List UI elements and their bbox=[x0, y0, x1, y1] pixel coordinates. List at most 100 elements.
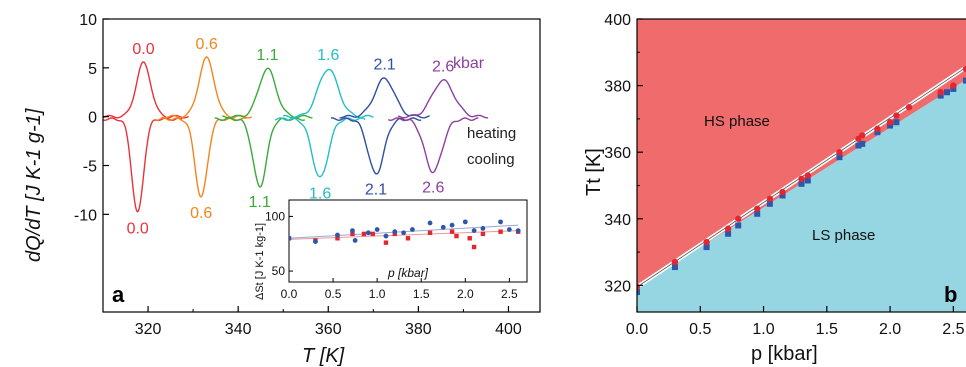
x-tick-label: 0.5 bbox=[689, 321, 711, 338]
inset-red-point bbox=[467, 236, 472, 241]
panel-b-label: b bbox=[944, 282, 957, 307]
unit-label-heating: kbar bbox=[453, 55, 485, 72]
heating-curve-1.1 bbox=[222, 67, 313, 119]
heating-curve-1.6 bbox=[283, 68, 374, 119]
x-tick-label: 1.5 bbox=[816, 321, 838, 338]
heating-curve-2.6 bbox=[397, 78, 489, 119]
phase-regions bbox=[637, 19, 966, 312]
inset-blue-point bbox=[440, 224, 446, 230]
heating-curve-0.0 bbox=[103, 61, 189, 119]
blue-point bbox=[779, 192, 786, 199]
panel-a-xlabel: T [K] bbox=[302, 345, 345, 367]
red-point bbox=[671, 258, 679, 266]
x-tick-label: 2.0 bbox=[879, 321, 901, 338]
inset-red-point bbox=[361, 231, 367, 237]
cooling-curve-2.6 bbox=[387, 117, 479, 174]
inset-marks bbox=[289, 219, 521, 250]
inset-blue-point bbox=[506, 227, 512, 232]
y-tick-label: 360 bbox=[604, 145, 631, 162]
inset-y-tick-label: 50 bbox=[272, 264, 286, 278]
red-point bbox=[962, 65, 966, 73]
blue-point bbox=[944, 89, 951, 96]
red-point bbox=[937, 89, 944, 96]
inset-red-point bbox=[454, 233, 459, 239]
cooling-pressure-label: 2.1 bbox=[365, 181, 387, 198]
blue-point bbox=[725, 230, 732, 237]
x-tick-label: 380 bbox=[405, 321, 432, 338]
heating-pressure-label: 0.6 bbox=[195, 36, 217, 53]
y-tick-label: -5 bbox=[83, 159, 97, 176]
y-tick-label: 340 bbox=[604, 212, 631, 229]
blue-point bbox=[703, 244, 710, 251]
red-point bbox=[724, 225, 732, 232]
x-tick-label: 340 bbox=[225, 321, 252, 338]
red-point bbox=[804, 172, 812, 179]
inset-blue-point bbox=[350, 228, 355, 234]
blue-point bbox=[766, 200, 773, 207]
cooling-curve-2.1 bbox=[330, 117, 422, 175]
inset-blue-point bbox=[374, 227, 380, 232]
inset-red-point bbox=[449, 229, 455, 234]
cooling-pressure-label: 1.1 bbox=[249, 194, 271, 211]
ls-phase-region bbox=[637, 79, 966, 312]
red-point bbox=[798, 175, 805, 183]
panel-a-ylabel: dQ/dT [J K-1 g-1] bbox=[23, 108, 45, 262]
cooling-label: cooling bbox=[467, 151, 515, 168]
blue-point bbox=[937, 92, 944, 99]
blue-point bbox=[836, 154, 843, 161]
inset-red-point bbox=[370, 231, 375, 237]
ls-phase-label: LS phase bbox=[812, 227, 875, 244]
red-point bbox=[950, 82, 957, 89]
inset-y-tick-label: 100 bbox=[265, 209, 285, 223]
inset-red-point bbox=[480, 231, 486, 237]
panel-b-ylabel: Tt [K] bbox=[583, 148, 605, 196]
x-tick-label: 360 bbox=[315, 321, 342, 338]
heating-pressure-label: 2.1 bbox=[373, 57, 395, 74]
blue-point bbox=[735, 222, 742, 229]
panel-b: HS phase LS phase 0.0 0.5 1.0 1.5 2.0 2.5 320 3… bbox=[583, 12, 966, 365]
inset-red-point bbox=[350, 231, 355, 237]
blue-point bbox=[887, 122, 894, 129]
inset-x-tick-label: 2.0 bbox=[457, 287, 474, 301]
panel-b-axes: 0.0 0.5 1.0 1.5 2.0 2.5 320 340 360 380 400 bbox=[604, 12, 964, 338]
red-point bbox=[735, 215, 742, 222]
blue-point bbox=[893, 119, 900, 126]
red-point bbox=[703, 238, 710, 246]
heating-curve-2.1 bbox=[339, 77, 430, 119]
hs-phase-label: HS phase bbox=[704, 113, 770, 130]
heating-label: heating bbox=[467, 125, 516, 142]
y-tick-label: 10 bbox=[79, 12, 97, 29]
inset-blue-point bbox=[471, 228, 477, 234]
inset-blue-point bbox=[410, 227, 415, 232]
red-point bbox=[836, 148, 843, 156]
panel-a: 0.0 0.0 0.6 0.6 1.1 1.1 1.6 1.6 2.1 2.1 2.6 2.6 hea… bbox=[23, 12, 541, 367]
red-point bbox=[905, 104, 913, 111]
blue-point bbox=[798, 180, 805, 187]
blue-point bbox=[754, 210, 761, 217]
panel-a-axes: 320 340 360 380 400 -10 -5 0 5 10 bbox=[74, 12, 522, 338]
inset-blue-point bbox=[365, 230, 371, 236]
inset-blue-point bbox=[289, 235, 292, 241]
pressure-labels: 0.0 0.0 0.6 0.6 1.1 1.1 1.6 1.6 2.1 2.1 2.6 2.6 bbox=[127, 36, 455, 237]
y-tick-label: 380 bbox=[604, 79, 631, 96]
y-tick-label: 320 bbox=[604, 278, 631, 295]
inset-axes: 0.0 0.5 1.0 1.5 2.0 2.5 50 100 bbox=[265, 209, 518, 301]
cooling-pressure-label: 1.6 bbox=[309, 185, 331, 202]
inset-red-point bbox=[471, 244, 477, 250]
inset-blue-point bbox=[498, 219, 503, 225]
hs-phase-region bbox=[637, 19, 966, 288]
blue-point bbox=[855, 142, 862, 149]
inset-blue-point bbox=[427, 220, 433, 226]
red-point bbox=[779, 188, 786, 196]
inset-blue-point bbox=[392, 229, 398, 235]
inset-x-tick-label: 1.0 bbox=[369, 287, 386, 301]
heating-pressure-label: 0.0 bbox=[132, 41, 154, 58]
red-point bbox=[754, 205, 761, 212]
panel-b-frame bbox=[636, 18, 966, 313]
inset-blue-point bbox=[401, 230, 406, 236]
x-tick-label: 400 bbox=[495, 321, 522, 338]
inset-blue-point bbox=[462, 219, 468, 225]
inset-x-tick-label: 2.5 bbox=[501, 287, 518, 301]
inset-plot: 0.0 0.5 1.0 1.5 2.0 2.5 50 100 p [kbar] ΔSt [J … bbox=[254, 199, 528, 301]
